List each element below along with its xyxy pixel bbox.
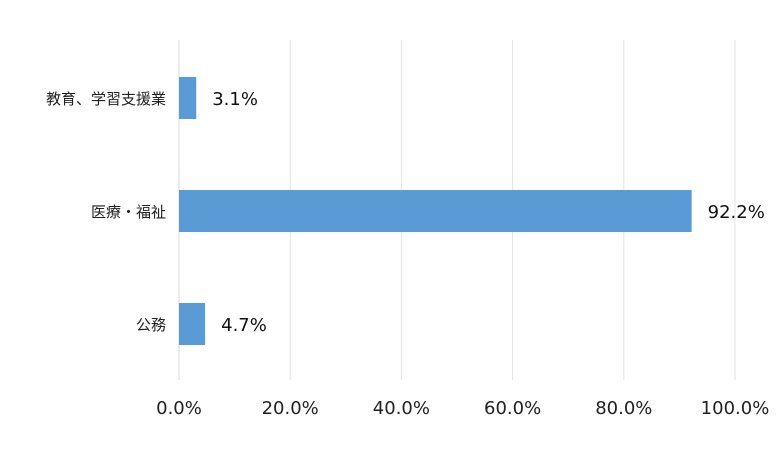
category-label: 公務	[136, 316, 166, 334]
bars	[179, 77, 692, 345]
data-label: 4.7%	[221, 315, 267, 336]
x-tick-label: 40.0%	[373, 398, 430, 419]
data-label: 3.1%	[212, 89, 258, 110]
category-label: 医療・福祉	[91, 203, 166, 221]
data-labels: 3.1% 92.2% 4.7%	[212, 89, 765, 336]
x-tick-label: 0.0%	[156, 398, 202, 419]
x-tick-labels: 0.0% 20.0% 40.0% 60.0% 80.0% 100.0%	[156, 398, 769, 419]
data-label: 92.2%	[708, 202, 765, 223]
bar	[179, 190, 692, 232]
x-tick-label: 20.0%	[262, 398, 319, 419]
bar	[179, 303, 206, 345]
bar	[179, 77, 197, 119]
x-tick-label: 60.0%	[484, 398, 541, 419]
category-label: 教育、学習支援業	[46, 90, 166, 108]
x-tick-label: 100.0%	[701, 398, 770, 419]
x-tick-label: 80.0%	[595, 398, 652, 419]
